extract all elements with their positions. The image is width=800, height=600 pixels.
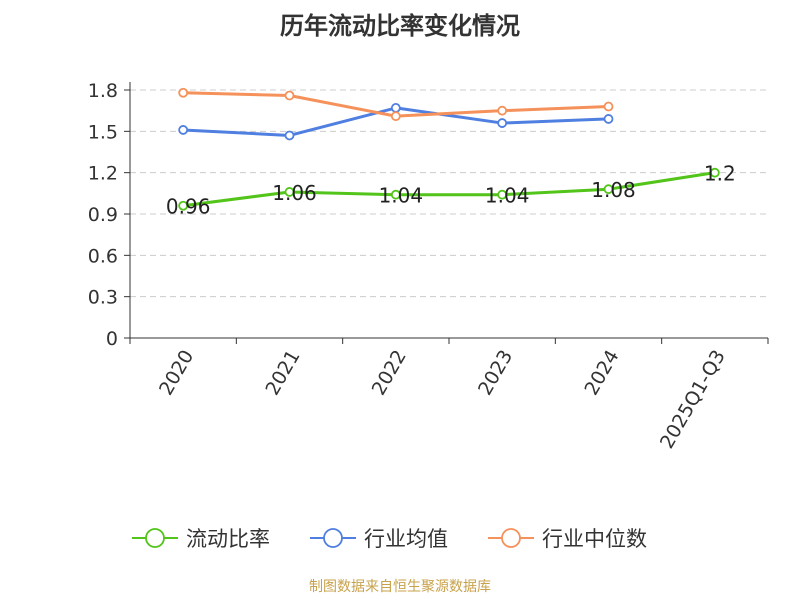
grid-lines — [130, 89, 768, 298]
data-point — [284, 187, 295, 197]
data-point — [390, 103, 401, 113]
data-point — [709, 167, 720, 178]
series-lines — [178, 87, 720, 211]
legend: 流动比率 行业均值 行业中位数 — [132, 527, 647, 551]
data-label: 1.2 — [704, 162, 736, 186]
y-tick-label: 0 — [106, 328, 118, 350]
series-line — [182, 171, 716, 208]
legend-label: 流动比率 — [186, 527, 270, 551]
data-point — [497, 189, 508, 200]
data-point — [284, 130, 295, 141]
legend-marker — [501, 528, 521, 548]
y-tick-label: 1.5 — [88, 121, 118, 143]
x-tick-label: 2021 — [261, 346, 304, 399]
y-tick-label: 0.6 — [88, 245, 118, 267]
x-tick-label: 2022 — [368, 346, 411, 399]
axes: 0 0.3 0.6 0.9 1.2 1.5 1.8 2020 2021 2022 2023 2024 2… — [88, 80, 769, 453]
legend-marker — [323, 528, 343, 548]
x-tick-label: 2020 — [155, 346, 198, 399]
data-point — [178, 200, 189, 211]
source-note: 制图数据来自恒生聚源数据库 — [309, 579, 491, 595]
data-point — [603, 184, 614, 195]
data-label: 0.96 — [166, 195, 211, 219]
data-label: 1.08 — [591, 178, 636, 202]
data-point — [497, 118, 508, 128]
x-tick-label: 2025Q1-Q3 — [656, 346, 730, 452]
data-label: 1.04 — [379, 184, 424, 208]
legend-marker — [145, 528, 165, 548]
data-point — [497, 105, 508, 116]
y-tick-label: 0.9 — [88, 204, 118, 226]
data-point — [178, 87, 189, 98]
y-tick-label: 0.3 — [88, 287, 118, 309]
data-point — [178, 125, 189, 135]
x-tick-label: 2024 — [580, 346, 623, 399]
chart-title: 历年流动比率变化情况 — [280, 12, 520, 40]
y-tick-label: 1.8 — [88, 80, 118, 102]
data-labels: 0.96 1.06 1.04 1.04 1.08 1.2 — [166, 162, 736, 219]
data-point — [603, 114, 614, 124]
legend-label: 行业均值 — [364, 527, 448, 551]
data-point — [390, 189, 401, 200]
x-tick-label: 2023 — [474, 346, 517, 399]
data-point — [390, 111, 401, 122]
data-point — [284, 90, 295, 101]
legend-label: 行业中位数 — [542, 527, 647, 551]
data-label: 1.04 — [485, 184, 530, 208]
data-label: 1.06 — [272, 181, 317, 205]
data-point — [603, 101, 614, 112]
y-tick-label: 1.2 — [88, 163, 118, 185]
